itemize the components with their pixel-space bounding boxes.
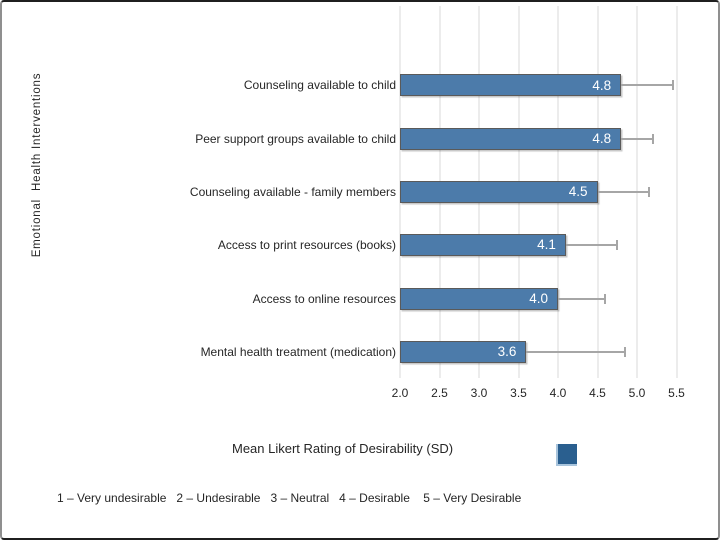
error-bar-line [526,350,626,353]
bar-value-label: 4.8 [592,77,612,93]
bar: 4.8 [400,74,622,97]
error-bar-cap [671,80,674,91]
x-tick-label: 2.5 [431,386,448,400]
error-bar-cap [624,346,627,357]
gridline [675,6,678,378]
error-bar-cap [604,293,607,304]
error-bar-line [565,244,618,247]
x-tick-label: 5.5 [668,386,685,400]
bar: 4.1 [400,234,566,257]
category-label: Mental health treatment (medication) [200,344,396,359]
error-bar-line [558,297,606,300]
x-tick-label: 3.0 [470,386,488,400]
bar: 4.5 [400,180,598,203]
error-bar-cap [616,240,619,251]
category-label: Peer support groups available to child [195,131,396,146]
legend-marker [556,444,577,466]
x-axis-title: Mean Likert Rating of Desirability (SD) [232,441,454,456]
category-label: Counseling available to child [243,78,396,93]
x-tick-label: 4.0 [549,386,567,400]
error-bar-cap [651,133,654,144]
category-label: Access to print resources (books) [217,238,396,253]
error-bar-line [621,84,673,87]
bar: 4.8 [400,127,622,150]
category-label: Counseling available - family members [189,184,396,199]
error-bar-line [621,137,653,140]
bar-value-label: 4.8 [592,130,612,146]
bar-value-label: 3.6 [497,344,517,360]
bar: 3.6 [400,340,527,363]
x-tick-label: 3.5 [510,386,527,400]
x-tick-label: 2.0 [391,386,409,400]
error-bar-cap [647,186,650,197]
likert-scale-key: 1 – Very undesirable 2 – Undesirable 3 –… [57,491,522,505]
bar-value-label: 4.1 [537,237,556,253]
bar-value-label: 4.0 [529,290,548,306]
x-tick-label: 4.5 [589,386,606,400]
bar: 4.0 [400,287,558,310]
bar-value-label: 4.5 [568,184,588,200]
category-label: Access to online resources [252,291,396,306]
x-tick-label: 5.0 [628,386,646,400]
error-bar-line [597,190,649,193]
